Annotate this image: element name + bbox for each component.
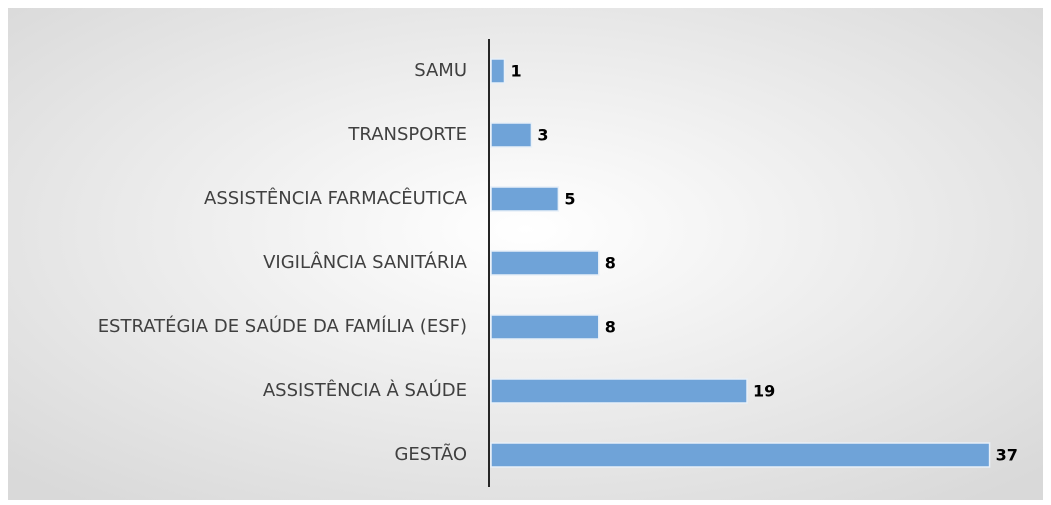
value-label: 5 <box>564 190 575 209</box>
bar <box>490 250 600 276</box>
value-label: 8 <box>605 318 616 337</box>
value-label: 37 <box>996 446 1018 465</box>
category-label: ASSISTÊNCIA À SAÚDE <box>263 379 467 401</box>
category-label: ESTRATÉGIA DE SAÚDE DA FAMÍLIA (ESF) <box>98 315 467 337</box>
category-label: VIGILÂNCIA SANITÁRIA <box>263 251 468 273</box>
bar <box>490 378 748 404</box>
category-label: GESTÃO <box>394 443 467 465</box>
bar <box>490 122 533 148</box>
bar <box>490 58 506 84</box>
category-label: ASSISTÊNCIA FARMACÊUTICA <box>204 187 468 209</box>
bar <box>490 442 991 468</box>
value-label: 3 <box>537 126 548 145</box>
bar <box>490 314 600 340</box>
category-label: SAMU <box>414 60 467 81</box>
category-label: TRANSPORTE <box>347 124 467 145</box>
bar <box>490 186 560 212</box>
value-label: 19 <box>753 382 775 401</box>
value-label: 1 <box>510 62 521 81</box>
value-label: 8 <box>605 254 616 273</box>
